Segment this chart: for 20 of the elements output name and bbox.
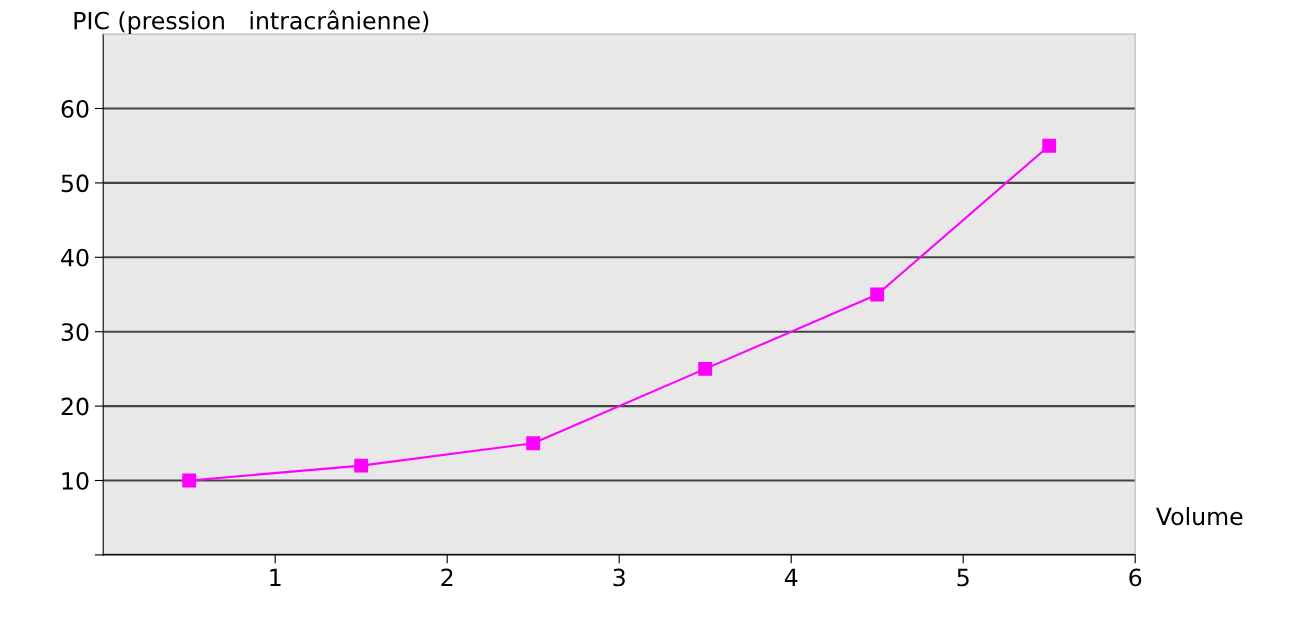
y-tick-label: 50	[61, 174, 89, 193]
x-tick-label: 5	[957, 568, 969, 587]
y-tick-label: 20	[61, 397, 89, 416]
x-tick-label: 2	[441, 568, 453, 587]
x-tick-label: 1	[270, 568, 281, 587]
y-axis-title: PIC (pression intracrânienne)	[74, 10, 429, 35]
point	[1042, 138, 1057, 153]
point	[354, 458, 369, 473]
y-tick-label: 40	[61, 248, 89, 267]
y-tick-label: 10	[62, 471, 89, 490]
point	[870, 287, 885, 302]
y-tick-label: 30	[61, 323, 89, 342]
x-tick-label: 4	[784, 568, 798, 587]
y-tick-label: 60	[61, 99, 89, 118]
x-tick-label: 3	[613, 568, 625, 587]
x-tick-label: 6	[1129, 568, 1142, 587]
point	[526, 436, 541, 451]
x-axis-title: Volume	[1156, 507, 1243, 526]
point	[182, 473, 197, 488]
point	[698, 361, 713, 376]
